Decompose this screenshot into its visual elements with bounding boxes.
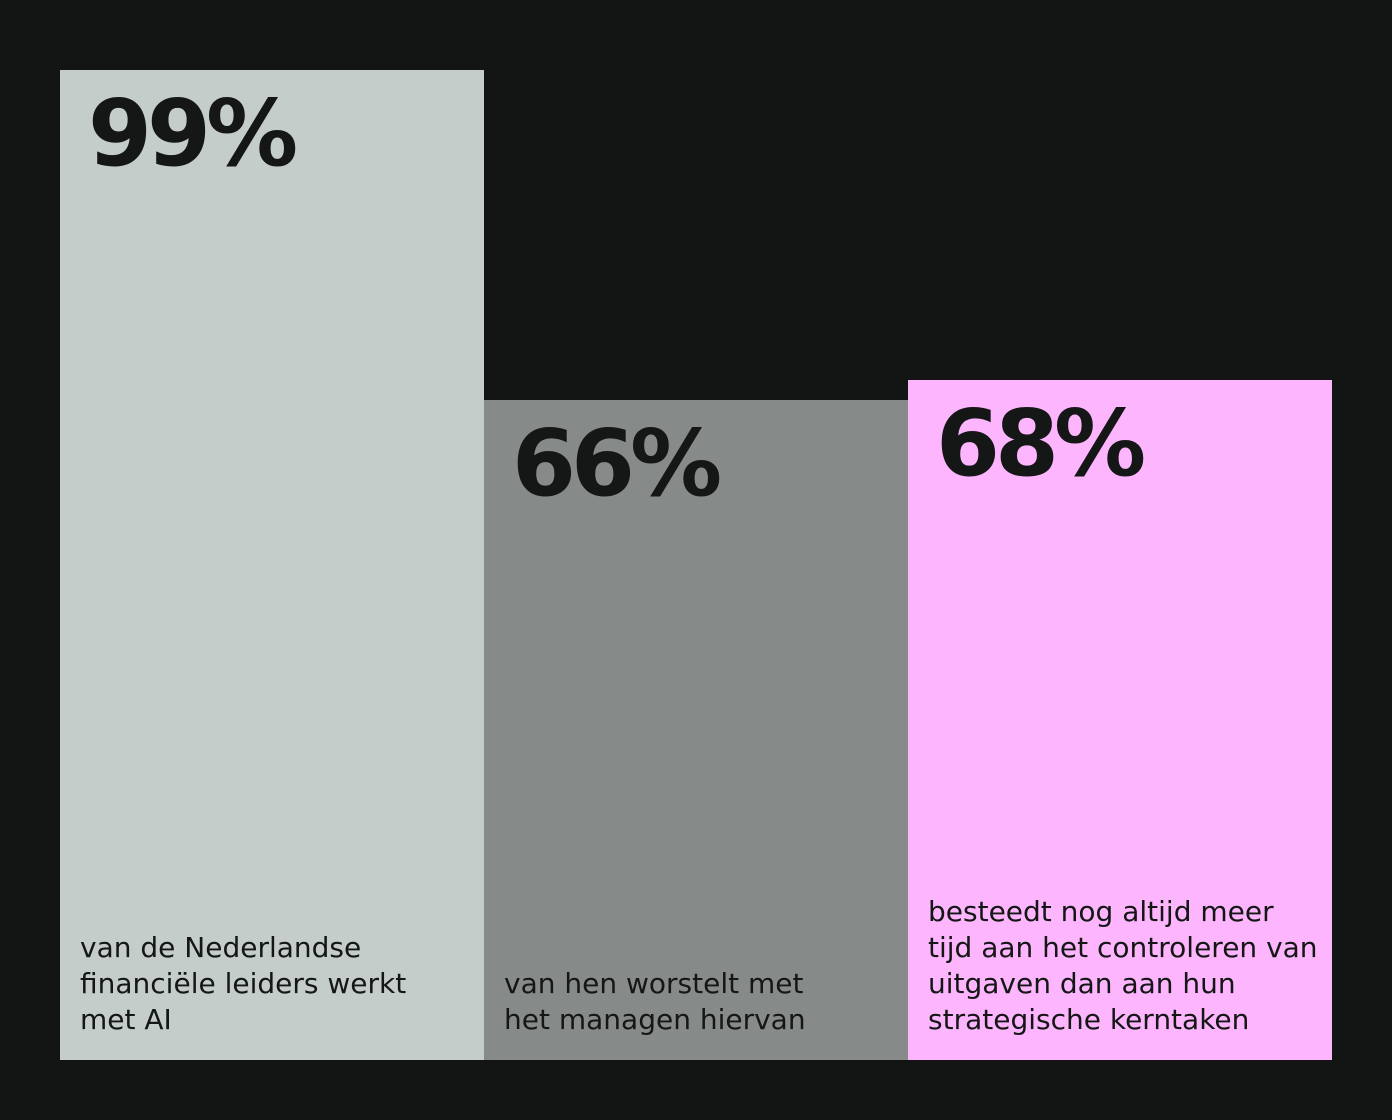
- bar: 99% van de Nederlandse financiële leiders…: [60, 70, 484, 1060]
- bar: 66% van hen worstelt met het managen hier…: [484, 400, 908, 1060]
- category-label: van hen worstelt met het managen hiervan: [504, 967, 806, 1036]
- value-label: 66%: [512, 410, 722, 517]
- category-label: besteedt nog altijd meer tijd aan het co…: [928, 895, 1318, 1036]
- value-label: 68%: [936, 390, 1146, 497]
- category-label: van de Nederlandse financiële leiders we…: [80, 931, 407, 1036]
- bar: 68% besteedt nog altijd meer tijd aan het…: [908, 380, 1332, 1060]
- value-label: 99%: [88, 80, 298, 187]
